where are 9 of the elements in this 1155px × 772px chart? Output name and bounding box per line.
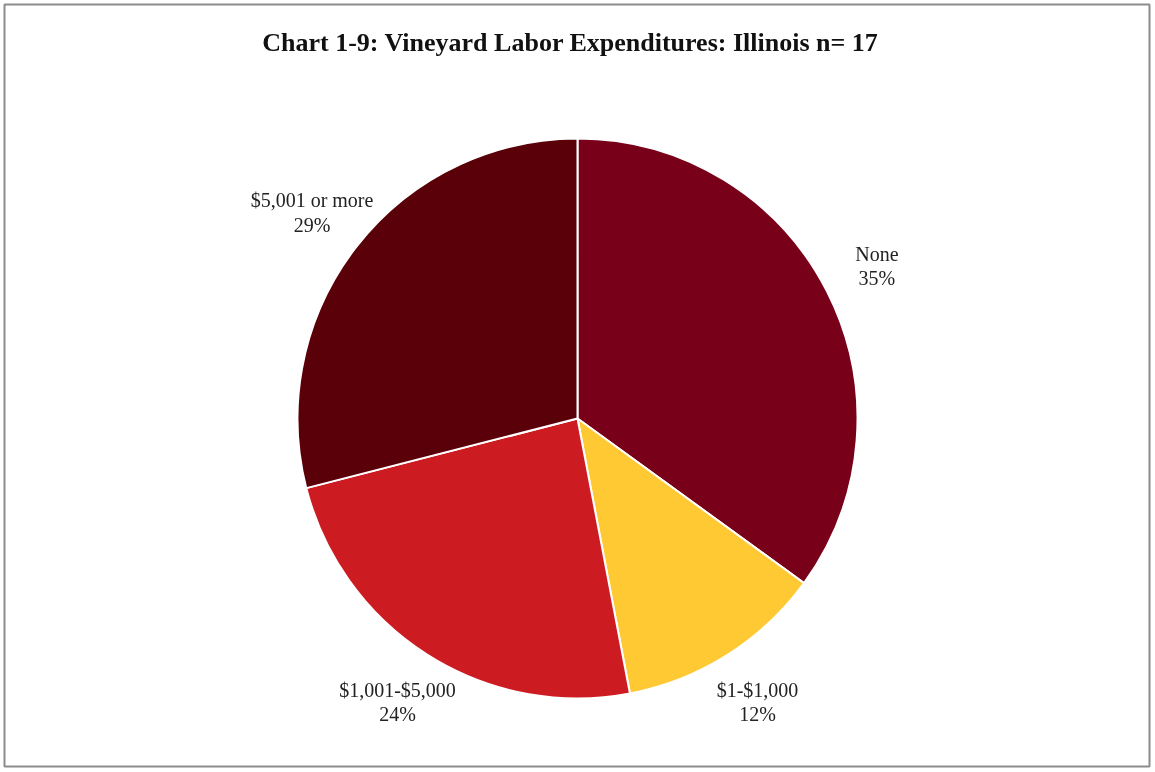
chart-title: Chart 1-9: Vineyard Labor Expenditures: Illinois n= 17 [262, 28, 878, 57]
data-label: 12% [739, 703, 776, 726]
slice-label: $1,001-$5,000 [339, 679, 456, 702]
data-label: 24% [379, 703, 416, 726]
slice-label: $5,001 or more [250, 189, 374, 212]
slice-label: None [855, 242, 899, 265]
data-label: 35% [858, 267, 896, 290]
slice-label: $1-$1,000 [716, 679, 799, 702]
data-label: 29% [293, 213, 331, 236]
